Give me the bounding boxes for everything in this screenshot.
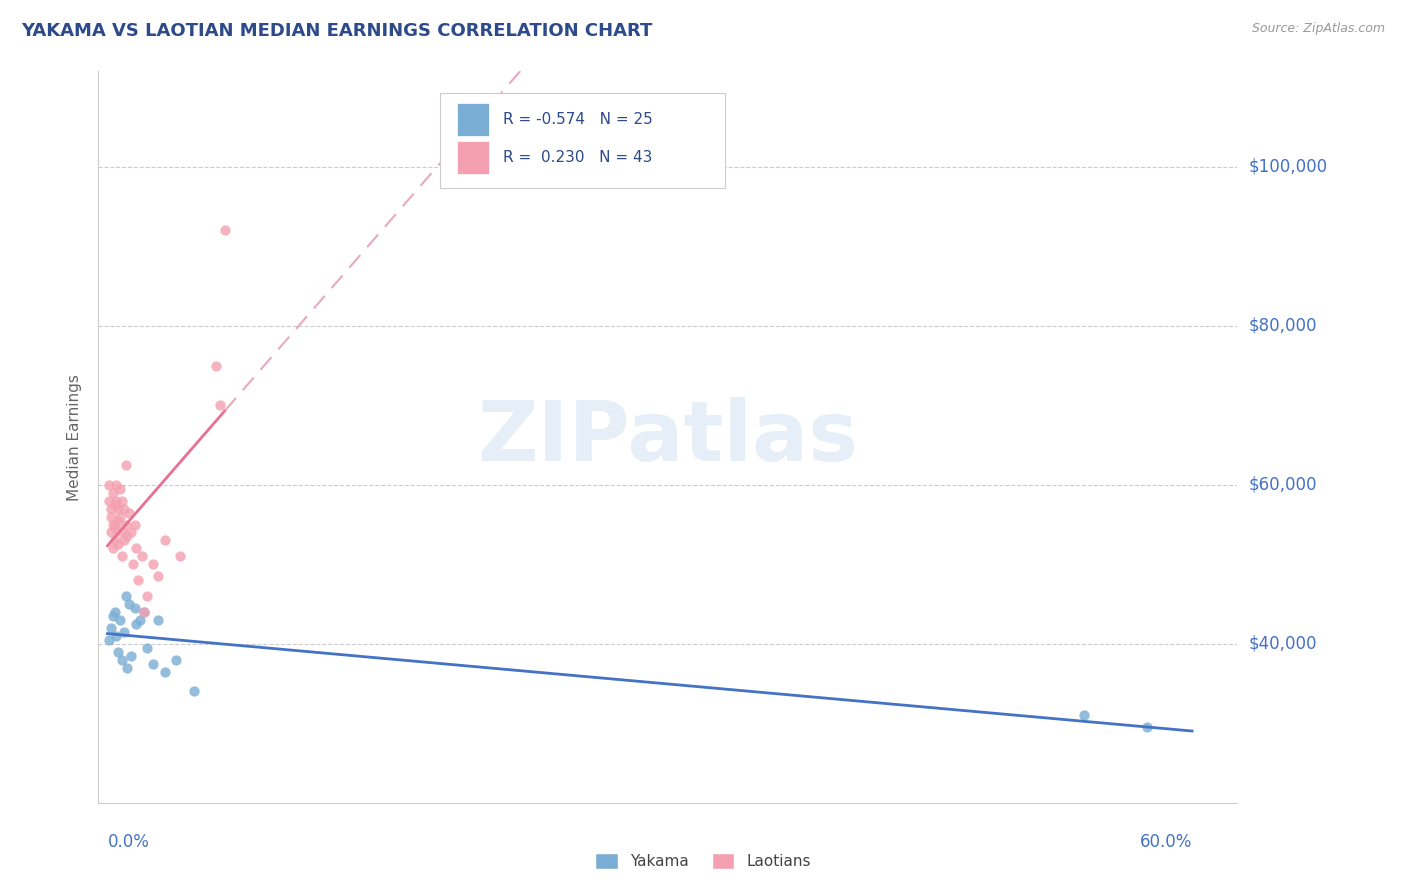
Point xyxy=(105,629,128,643)
Point xyxy=(104,517,127,532)
Point xyxy=(98,632,121,647)
Point xyxy=(117,660,139,674)
Text: $60,000: $60,000 xyxy=(1249,475,1317,494)
Point xyxy=(111,549,134,564)
Point xyxy=(124,517,146,532)
Point xyxy=(107,501,129,516)
Text: R = -0.574   N = 25: R = -0.574 N = 25 xyxy=(503,112,652,127)
Text: $40,000: $40,000 xyxy=(1249,635,1317,653)
Point xyxy=(105,521,128,535)
Point xyxy=(129,613,152,627)
Point xyxy=(165,653,187,667)
Point xyxy=(136,589,159,603)
Bar xyxy=(457,141,489,174)
Point xyxy=(100,525,122,540)
Point xyxy=(108,509,131,524)
Point xyxy=(107,645,129,659)
Point xyxy=(125,541,148,556)
Point xyxy=(146,569,169,583)
Point xyxy=(112,624,135,639)
Point xyxy=(101,517,124,532)
Point xyxy=(155,533,177,548)
Text: YAKAMA VS LAOTIAN MEDIAN EARNINGS CORRELATION CHART: YAKAMA VS LAOTIAN MEDIAN EARNINGS CORREL… xyxy=(21,22,652,40)
Point xyxy=(105,493,128,508)
Point xyxy=(1136,720,1159,734)
Point xyxy=(105,477,128,491)
Legend: Yakama, Laotians: Yakama, Laotians xyxy=(589,847,817,875)
Point xyxy=(124,601,146,615)
Point xyxy=(111,493,134,508)
Point xyxy=(214,223,236,237)
Text: Source: ZipAtlas.com: Source: ZipAtlas.com xyxy=(1251,22,1385,36)
Point xyxy=(98,477,121,491)
Point xyxy=(131,549,153,564)
Point xyxy=(120,525,142,540)
Point xyxy=(132,605,155,619)
Point xyxy=(111,653,134,667)
Point xyxy=(107,514,129,528)
Point xyxy=(108,613,131,627)
Point xyxy=(127,573,149,587)
Point xyxy=(108,482,131,496)
Point xyxy=(107,537,129,551)
Point xyxy=(118,597,141,611)
Point xyxy=(117,529,139,543)
Bar xyxy=(457,103,489,136)
Point xyxy=(98,493,121,508)
Text: ZIPatlas: ZIPatlas xyxy=(478,397,858,477)
Point xyxy=(114,589,136,603)
Point xyxy=(101,485,124,500)
Point xyxy=(101,609,124,624)
Point xyxy=(146,613,169,627)
Text: R =  0.230   N = 43: R = 0.230 N = 43 xyxy=(503,150,652,165)
Point xyxy=(120,648,142,663)
Point xyxy=(183,684,205,698)
Point xyxy=(142,558,165,572)
Point xyxy=(114,517,136,532)
Point xyxy=(100,501,122,516)
Text: $80,000: $80,000 xyxy=(1249,317,1317,334)
Point xyxy=(155,665,177,679)
Text: $100,000: $100,000 xyxy=(1249,158,1327,176)
Point xyxy=(104,605,127,619)
Text: 60.0%: 60.0% xyxy=(1140,833,1192,851)
Point xyxy=(136,640,159,655)
Point xyxy=(142,657,165,671)
Point xyxy=(104,498,127,512)
Point xyxy=(111,525,134,540)
Point xyxy=(118,506,141,520)
Point xyxy=(1073,708,1095,723)
Point xyxy=(100,509,122,524)
Bar xyxy=(440,94,725,188)
Point xyxy=(114,458,136,472)
Point xyxy=(125,616,148,631)
Point xyxy=(205,359,228,373)
Point xyxy=(132,605,155,619)
Point xyxy=(112,533,135,548)
Point xyxy=(208,398,231,412)
Y-axis label: Median Earnings: Median Earnings xyxy=(67,374,83,500)
Text: 0.0%: 0.0% xyxy=(107,833,149,851)
Point xyxy=(121,558,143,572)
Point xyxy=(169,549,191,564)
Point xyxy=(104,533,127,548)
Point xyxy=(101,541,124,556)
Point xyxy=(100,621,122,635)
Point xyxy=(112,501,135,516)
